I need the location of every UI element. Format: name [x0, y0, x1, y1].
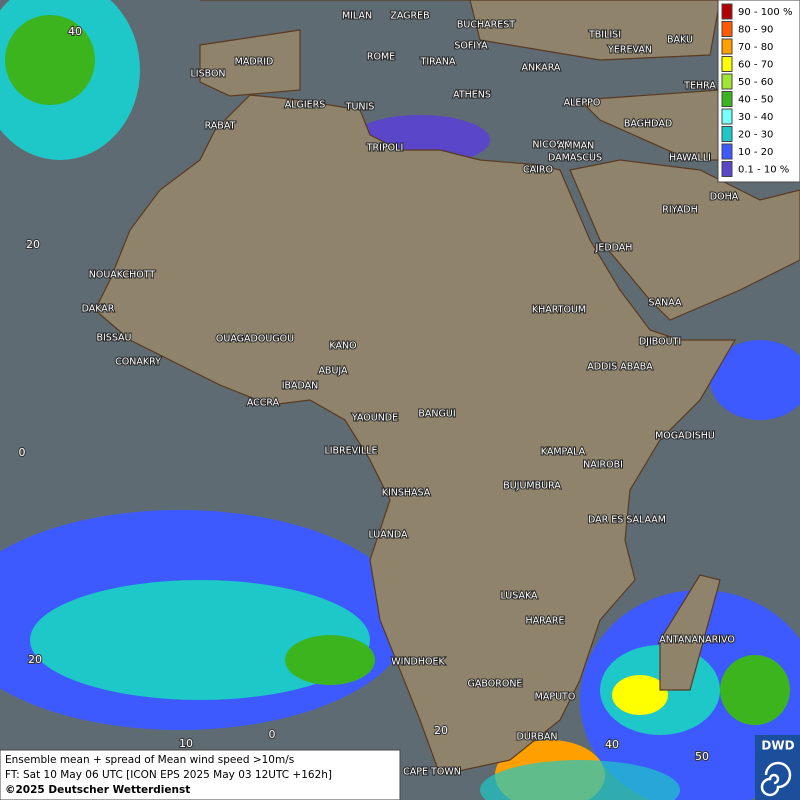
city-label: DAR ES SALAAM: [588, 515, 666, 526]
city-label: KAMPALA: [541, 447, 586, 458]
city-label: ZAGREB: [390, 11, 429, 22]
legend-label: 60 - 70: [738, 60, 773, 71]
city-label: WINDHOEK: [391, 657, 445, 668]
city-label: TIRANA: [420, 57, 456, 68]
city-label: ALGIERS: [285, 100, 326, 111]
city-label: DAMASCUS: [548, 153, 602, 164]
graticule-label: 0: [269, 728, 276, 741]
legend-label: 30 - 40: [738, 112, 773, 123]
city-label: MAPUTO: [535, 692, 576, 703]
city-label: MILAN: [342, 11, 372, 22]
city-label: MOGADISHU: [655, 431, 715, 442]
city-label: NAIROBI: [583, 460, 623, 471]
footer-copyright: ©2025 Deutscher Wetterdienst: [5, 784, 190, 796]
city-label: JEDDAH: [595, 243, 633, 254]
footer-forecast: FT: Sat 10 May 06 UTC [ICON EPS 2025 May…: [5, 769, 332, 781]
legend-swatch: [721, 143, 733, 160]
city-label: RIYADH: [662, 205, 697, 216]
city-label: BANGUI: [418, 409, 455, 420]
legend: 90 - 100 % 80 - 90 70 - 80 60 - 70 50 - 60 40…: [717, 0, 800, 183]
city-label: CONAKRY: [115, 357, 161, 368]
city-label: LISBON: [190, 69, 225, 80]
land: [94, 0, 800, 776]
logo-text: DWD: [761, 739, 794, 753]
graticule-label: 40: [68, 25, 82, 38]
city-label: DAKAR: [82, 304, 115, 315]
city-label: DJIBOUTI: [639, 337, 681, 348]
city-label: BAGHDAD: [624, 119, 672, 130]
graticule-label: 10: [179, 737, 193, 750]
legend-swatch: [721, 3, 733, 20]
graticule-label: 20: [26, 238, 40, 251]
logo-spiral: [760, 761, 792, 797]
legend-swatch: [721, 21, 733, 37]
city-label: TUNIS: [345, 102, 375, 113]
city-label: YAOUNDE: [351, 413, 398, 424]
graticule-label: 40: [605, 738, 619, 751]
city-label: KANO: [329, 341, 356, 352]
legend-label: 70 - 80: [738, 42, 773, 53]
city-label: BISSAU: [96, 333, 131, 344]
city-label: TRIPOLI: [366, 143, 404, 154]
city-label: ABUJA: [318, 366, 348, 377]
city-label: BUCHAREST: [457, 20, 515, 31]
legend-label: 40 - 50: [738, 95, 773, 106]
legend-swatch: [721, 108, 733, 125]
legend-label: 0.1 - 10 %: [738, 165, 789, 176]
legend-label: 80 - 90: [738, 25, 773, 36]
city-label: LIBREVILLE: [324, 446, 377, 457]
city-label: DOHA: [710, 192, 739, 203]
footer-title: Ensemble mean + spread of Mean wind spee…: [5, 754, 294, 766]
city-label: TBILISI: [588, 30, 621, 41]
graticule-label: 50: [695, 750, 709, 763]
city-label: ANKARA: [522, 63, 561, 74]
legend-swatch: [721, 73, 733, 90]
city-label: IBADAN: [282, 381, 319, 392]
city-label: BAKU: [667, 35, 693, 46]
city-label: SOFIYA: [454, 41, 488, 52]
city-label: NICOSIA: [532, 140, 572, 151]
city-label: YEREVAN: [607, 45, 652, 56]
city-label: ATHENS: [453, 90, 491, 101]
city-label: GABORONE: [468, 679, 523, 690]
city-label: LUSAKA: [500, 591, 538, 602]
city-label: KINSHASA: [382, 488, 431, 499]
city-label: HAWALLI: [669, 153, 711, 164]
city-label: DURBAN: [517, 732, 558, 743]
city-label: LUANDA: [368, 530, 408, 541]
city-label: ALEPPO: [564, 98, 601, 109]
city-label: TEHRA: [683, 81, 716, 92]
city-label: MADRID: [235, 57, 274, 68]
graticule-label: 20: [434, 724, 448, 737]
legend-swatch: [721, 91, 733, 107]
legend-swatch: [721, 126, 733, 142]
city-label: RABAT: [205, 121, 236, 132]
city-label: ANTANANARIVO: [659, 635, 735, 646]
city-label: AMMAN: [558, 141, 595, 152]
city-label: OUAGADOUGOU: [216, 334, 294, 345]
legend-swatch: [721, 161, 733, 177]
city-label: BUJUMBURA: [503, 481, 561, 492]
legend-swatch: [721, 56, 733, 72]
city-label: ACCRA: [247, 398, 280, 409]
city-label: HARARE: [526, 616, 565, 627]
legend-label: 20 - 30: [738, 130, 773, 141]
legend-label: 50 - 60: [738, 77, 773, 88]
city-label: SANAA: [648, 298, 682, 309]
legend-label: 10 - 20: [738, 147, 773, 158]
city-label: ROME: [367, 52, 395, 63]
city-label: KHARTOUM: [532, 305, 586, 316]
graticule-label: 0: [19, 446, 26, 459]
city-label: NOUAKCHOTT: [89, 270, 156, 281]
legend-label: 90 - 100 %: [738, 7, 792, 18]
dwd-logo: DWD: [755, 735, 800, 800]
legend-swatch: [721, 38, 733, 55]
labels: MILAN ZAGREB BUCHAREST SOFIYA MADRID ROME TIRA…: [18, 10, 740, 779]
city-label: ADDIS ABABA: [587, 362, 653, 373]
city-label: CAPE TOWN: [403, 767, 461, 778]
graticule-label: 20: [28, 653, 42, 666]
city-label: CAIRO: [523, 165, 553, 176]
footer-box: [0, 749, 401, 800]
